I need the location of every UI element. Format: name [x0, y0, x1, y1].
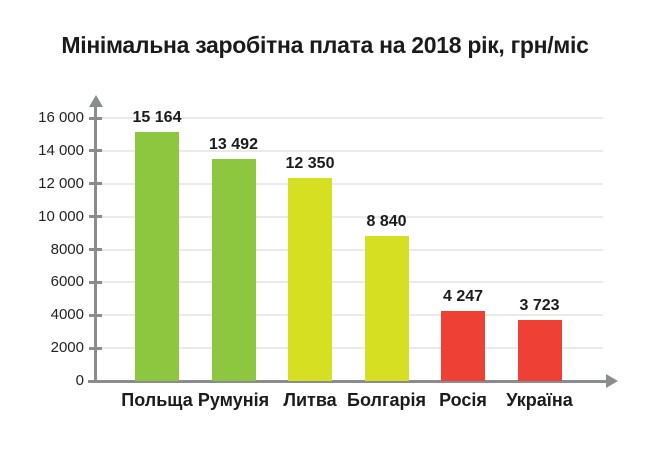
y-tick-label: 2000 — [50, 339, 84, 357]
bar-value-label: 12 350 — [285, 155, 335, 172]
y-tick — [89, 182, 102, 186]
y-tick-label: 6000 — [50, 273, 84, 291]
gridline — [95, 182, 603, 185]
gridline — [95, 117, 603, 119]
y-tick-label: 10 000 — [38, 207, 84, 225]
category-label: Польща — [121, 390, 193, 410]
y-tick — [89, 280, 102, 284]
bar — [288, 178, 332, 381]
y-axis-line — [94, 104, 97, 382]
x-axis-arrow-icon — [606, 374, 618, 388]
y-tick-label: 0 — [75, 372, 84, 389]
y-tick — [89, 313, 102, 317]
y-tick-label: 12 000 — [38, 174, 84, 192]
bar — [441, 311, 485, 381]
category-label: Україна — [506, 390, 573, 410]
bar-value-label: 3 723 — [519, 297, 560, 314]
bar — [135, 132, 179, 381]
gridline — [95, 149, 603, 152]
bar-value-label: 4 247 — [442, 288, 484, 305]
y-tick — [89, 248, 102, 251]
y-tick-label: 16 000 — [38, 109, 84, 126]
gridline — [95, 248, 603, 251]
bar — [211, 159, 256, 381]
chart-title: Мінімальна заробітна плата на 2018 рік, … — [61, 32, 589, 58]
gridline — [95, 314, 603, 317]
y-tick-label: 14 000 — [38, 141, 84, 159]
y-tick-label: 8000 — [50, 240, 84, 258]
bar — [517, 320, 562, 381]
y-tick — [89, 116, 102, 120]
category-label: Росія — [439, 390, 487, 410]
category-label: Болгарія — [347, 390, 426, 410]
y-tick — [89, 346, 102, 350]
bar-value-label: 15 164 — [132, 109, 182, 126]
bar-value-label: 13 492 — [209, 136, 258, 153]
gridline — [95, 281, 603, 284]
x-axis-line — [88, 380, 607, 383]
y-tick — [89, 215, 102, 219]
y-axis-arrow-icon — [89, 95, 103, 107]
gridline — [95, 215, 603, 218]
gridline — [95, 347, 603, 350]
category-label: Румунія — [197, 390, 270, 410]
y-tick-label: 4000 — [50, 306, 84, 324]
bar — [364, 236, 409, 381]
category-label: Литва — [283, 390, 337, 410]
bar-value-label: 8 840 — [366, 213, 407, 230]
y-tick — [89, 149, 102, 153]
